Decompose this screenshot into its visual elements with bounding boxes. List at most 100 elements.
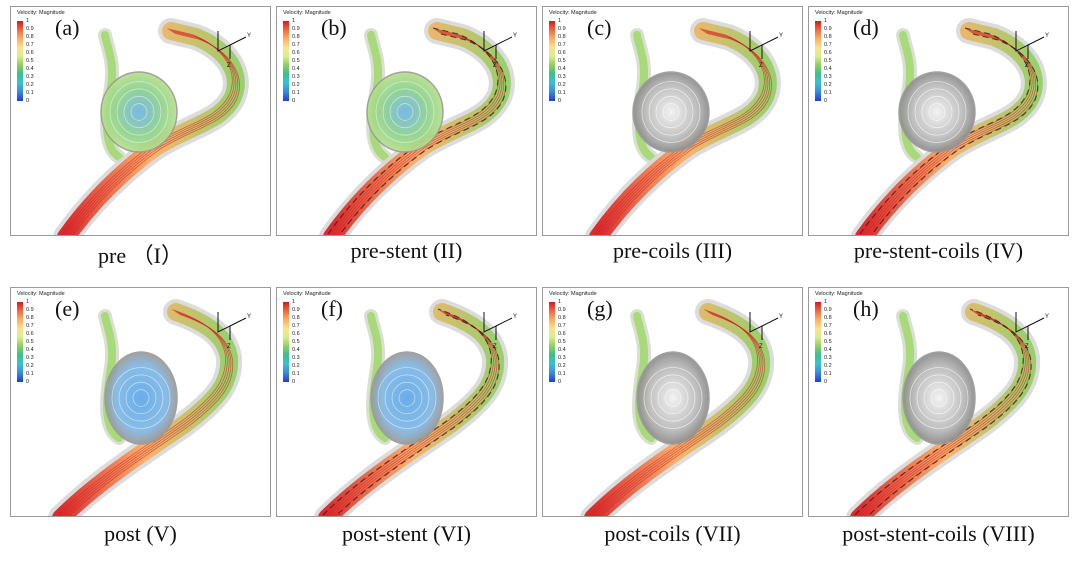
legend-title: Velocity: Magnitude [815,10,863,16]
legend-tick-label: 0.9 [26,25,34,32]
vessel-streamline-render [314,299,509,516]
legend-tick-label: 0.7 [292,322,300,329]
legend-title: Velocity: Magnitude [549,291,597,297]
legend-tick-label: 0.6 [558,49,566,56]
legend-tick-label: 0.2 [824,362,832,369]
axes-triad-icon: YZ [749,312,783,350]
axes-triad-icon: YZ [217,31,251,69]
legend-tick-label: 0.6 [26,49,34,56]
legend-tick-label: 0.8 [26,33,34,40]
simulation-panel: Velocity: Magnitude 1 0.9 0.8 0.7 0.6 0.5 0.4 0.… [808,6,1069,236]
axis-y-label: Y [779,314,783,320]
axis-y-label: Y [513,314,517,320]
legend-tick-label: 0.9 [824,306,832,313]
legend-tick-label: 1 [558,298,562,305]
legend-tick-label: 0.9 [292,306,300,313]
simulation-panel: Velocity: Magnitude 1 0.9 0.8 0.7 0.6 0.5 0.4 0.… [10,6,271,236]
panel-caption: pre （I） [98,243,183,268]
legend-tick-label: 0.3 [292,354,300,361]
legend-tick-label: 0.5 [824,338,832,345]
legend-color-bar [17,20,23,101]
legend-tick-label: 0.5 [292,338,300,345]
vessel-streamline-render [580,299,775,516]
velocity-legend: Velocity: Magnitude 1 0.9 0.8 0.7 0.6 0.5 0.4 0.… [815,291,863,386]
legend-title: Velocity: Magnitude [815,291,863,297]
panel-letter: (a) [55,15,80,40]
legend-tick-label: 1 [824,17,828,24]
panel-caption: pre-stent (II) [350,238,463,263]
legend-tick-label: 1 [292,17,296,24]
legend-color-bar [815,301,821,382]
vessel-streamline-render [319,18,515,235]
panel-letter: (b) [321,15,347,40]
legend-tick-label: 0.9 [292,25,300,32]
legend-tick-label: 0.7 [558,41,566,48]
legend-tick-label: 0.4 [26,346,34,353]
legend-tick-label: 0.5 [824,57,832,64]
axes-triad-icon: YZ [483,31,517,69]
axis-z-label: Z [759,63,763,69]
legend-tick-label: 0.6 [26,330,34,337]
legend-tick-label: 0.4 [558,65,566,72]
panel-caption: post (V) [104,521,177,546]
legend-tick-label: 0.9 [558,306,566,313]
legend-color-bar [815,20,821,101]
legend-tick-label: 0 [824,97,828,104]
legend-color-bar [283,20,289,101]
simulation-panel: Velocity: Magnitude 1 0.9 0.8 0.7 0.6 0.5 0.4 0.… [276,287,537,517]
legend-tick-label: 0.2 [558,81,566,88]
legend-tick-label: 1 [824,298,828,305]
legend-tick-label: 0.3 [824,73,832,80]
axes-triad-icon: YZ [1015,31,1049,69]
legend-tick-label: 0.2 [26,362,34,369]
legend-tick-label: 0.6 [824,49,832,56]
legend-tick-label: 0.8 [26,314,34,321]
vessel-streamline-render [846,299,1041,516]
legend-tick-label: 0.4 [292,65,300,72]
panel-letter: (h) [853,296,879,321]
legend-tick-label: 0.3 [558,354,566,361]
velocity-legend: Velocity: Magnitude 1 0.9 0.8 0.7 0.6 0.5 0.4 0.… [17,291,65,386]
axis-y-label: Y [247,314,251,320]
velocity-legend: Velocity: Magnitude 1 0.9 0.8 0.7 0.6 0.5 0.4 0.… [815,10,863,105]
legend-tick-label: 0 [824,378,828,385]
legend-tick-label: 0.7 [26,41,34,48]
panel-letter: (e) [55,296,80,321]
axis-z-label: Z [493,344,497,350]
legend-tick-label: 1 [26,17,30,24]
axis-z-label: Z [227,344,231,350]
vessel-streamline-render [851,18,1047,235]
legend-tick-label: 0.2 [824,81,832,88]
legend-tick-label: 0.8 [824,314,832,321]
legend-tick-label: 0.8 [824,33,832,40]
axis-z-label: Z [1025,63,1029,69]
panel-letter: (d) [853,15,879,40]
legend-title: Velocity: Magnitude [17,291,65,297]
simulation-panel: Velocity: Magnitude 1 0.9 0.8 0.7 0.6 0.5 0.4 0.… [542,6,803,236]
legend-tick-label: 0.3 [558,73,566,80]
legend-tick-label: 0.5 [26,57,34,64]
panel-caption: post-stent-coils (VIII) [842,521,1035,546]
axis-y-label: Y [779,33,783,39]
legend-tick-label: 0.3 [824,354,832,361]
legend-tick-label: 0.8 [292,314,300,321]
legend-tick-label: 0.4 [26,65,34,72]
legend-tick-label: 0.9 [26,306,34,313]
legend-tick-label: 0.4 [292,346,300,353]
legend-tick-label: 0.4 [824,65,832,72]
legend-tick-label: 0.7 [824,41,832,48]
legend-tick-label: 0.5 [26,338,34,345]
vessel-streamline-render [585,18,781,235]
legend-tick-label: 0.4 [558,346,566,353]
legend-tick-label: 0.7 [558,322,566,329]
legend-tick-label: 0 [26,378,30,385]
vessel-streamline-render [48,299,243,516]
axes-triad-icon: YZ [217,312,251,350]
legend-tick-label: 0.3 [292,73,300,80]
legend-tick-label: 1 [292,298,296,305]
legend-title: Velocity: Magnitude [17,10,65,16]
axis-y-label: Y [513,33,517,39]
legend-tick-label: 0.3 [26,73,34,80]
axis-y-label: Y [1045,33,1049,39]
legend-tick-label: 0.7 [824,322,832,329]
